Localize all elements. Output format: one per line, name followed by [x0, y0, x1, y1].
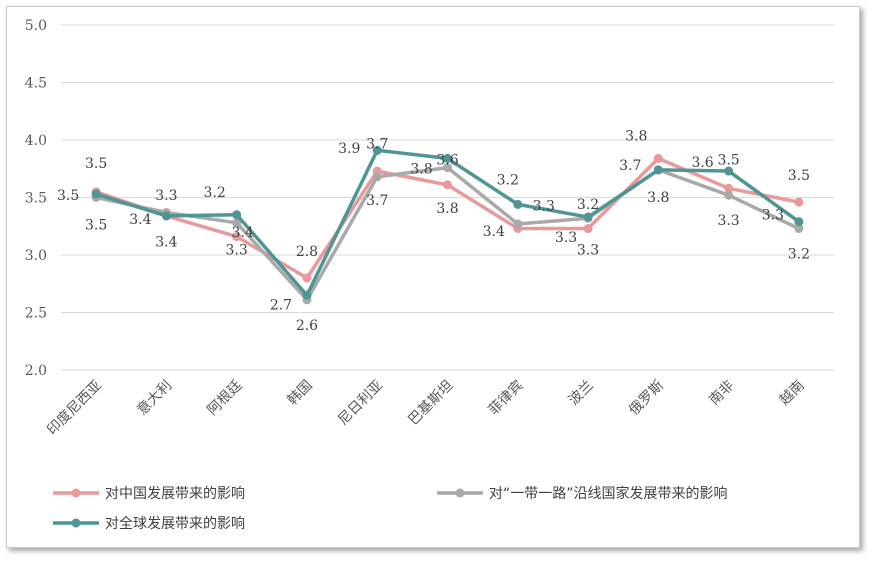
data-label: 3.2: [204, 185, 226, 201]
data-label: 3.5: [85, 156, 107, 172]
data-label: 3.2: [497, 172, 519, 188]
legend-swatch-marker: [71, 518, 81, 528]
y-axis: 2.0 2.5 3.0 3.5 4.0 4.5 5.0: [25, 18, 47, 379]
data-label: 3.3: [762, 208, 784, 224]
data-point: [232, 210, 242, 220]
data-point: [302, 273, 312, 283]
data-label: 3.2: [577, 197, 599, 213]
x-tick-label: 印度尼西亚: [44, 378, 105, 439]
x-tick-label: 尼日利亚: [335, 378, 386, 429]
x-tick-label: 南非: [706, 378, 737, 409]
legend-swatch-marker: [71, 488, 81, 498]
data-point: [794, 224, 804, 234]
data-point: [794, 217, 804, 227]
x-tick-label: 俄罗斯: [626, 378, 667, 419]
data-point: [724, 183, 734, 193]
data-label: 2.6: [296, 318, 318, 334]
data-point: [653, 153, 663, 163]
data-label: 3.8: [410, 162, 432, 178]
data-label: 3.5: [717, 152, 739, 168]
data-point: [372, 145, 382, 155]
data-point: [443, 153, 452, 163]
y-tick-label: 4.0: [25, 133, 47, 149]
data-label: 3.3: [226, 243, 248, 259]
x-tick-label: 韩国: [285, 378, 316, 409]
data-point: [583, 224, 593, 234]
data-label: 3.4: [155, 234, 177, 250]
data-point: [302, 290, 312, 300]
x-tick-label: 菲律宾: [486, 378, 527, 419]
data-label: 3.6: [691, 155, 713, 171]
data-label: 3.4: [129, 212, 151, 228]
x-tick-label: 越南: [777, 378, 808, 409]
data-label: 3.3: [555, 230, 577, 246]
data-point: [443, 163, 452, 173]
data-label: 3.5: [85, 218, 107, 234]
x-tick-label: 阿根廷: [204, 378, 245, 419]
y-tick-label: 3.5: [25, 191, 47, 207]
data-point: [653, 165, 663, 175]
data-point: [513, 219, 523, 229]
data-label: 3.3: [533, 199, 555, 215]
data-point: [372, 172, 382, 182]
data-label: 3.9: [338, 141, 360, 157]
data-label: 2.7: [270, 297, 292, 313]
y-tick-label: 2.5: [25, 306, 47, 322]
data-point: [232, 218, 242, 228]
x-tick-label: 巴基斯坦: [405, 377, 457, 429]
data-label: 2.8: [296, 244, 318, 260]
gridlines: [61, 24, 834, 371]
series-lines: [91, 145, 804, 305]
data-point: [513, 199, 523, 209]
data-point: [724, 166, 734, 176]
data-label: 3.3: [155, 188, 177, 204]
data-label: 3.3: [577, 243, 599, 259]
data-point: [443, 180, 452, 190]
y-tick-label: 5.0: [25, 18, 47, 34]
data-label: 3.5: [788, 168, 810, 184]
data-label: 3.8: [647, 190, 669, 206]
y-tick-label: 3.0: [25, 248, 47, 264]
data-label: 3.7: [366, 136, 388, 152]
legend-label: 对全球发展带来的影响: [105, 515, 245, 532]
chart-frame: 2.0 2.5 3.0 3.5 4.0 4.5 5.0 印度尼西亚 意大利 阿根廷 韩国 尼日利亚巴…: [6, 6, 860, 548]
data-point: [794, 197, 804, 207]
data-labels: 3.53.33.3 2.83.93.8 3.33.33.83.53.53.53.43…: [57, 128, 810, 333]
data-label: 3.7: [619, 158, 641, 174]
data-point: [91, 189, 101, 199]
data-label: 3.6: [436, 152, 458, 168]
data-point: [232, 232, 242, 242]
data-label: 3.4: [232, 225, 254, 241]
data-label: 3.4: [483, 224, 505, 240]
legend-label: 对“一带一路”沿线国家发展带来的影响: [489, 485, 728, 502]
data-point: [724, 190, 734, 200]
y-tick-label: 4.5: [25, 76, 47, 92]
data-point: [583, 212, 593, 222]
line-chart: 2.0 2.5 3.0 3.5 4.0 4.5 5.0 印度尼西亚 意大利 阿根廷 韩国 尼日利亚巴…: [25, 18, 834, 532]
data-point: [161, 211, 171, 221]
data-label: 3.5: [57, 188, 79, 204]
x-axis: 印度尼西亚 意大利 阿根廷 韩国 尼日利亚 巴基斯坦 菲律宾 波兰 俄罗斯 南非 越南: [44, 377, 808, 439]
data-label: 3.8: [436, 201, 458, 217]
data-label: 3.3: [717, 213, 739, 229]
data-label: 3.2: [788, 247, 810, 263]
legend-label: 对中国发展带来的影响: [105, 486, 245, 502]
data-label: 3.7: [366, 193, 388, 209]
data-label: 3.8: [625, 128, 647, 144]
y-tick-label: 2.0: [25, 363, 47, 379]
x-tick-label: 波兰: [566, 378, 597, 409]
x-tick-label: 意大利: [134, 377, 176, 419]
legend-swatch-marker: [455, 488, 465, 498]
